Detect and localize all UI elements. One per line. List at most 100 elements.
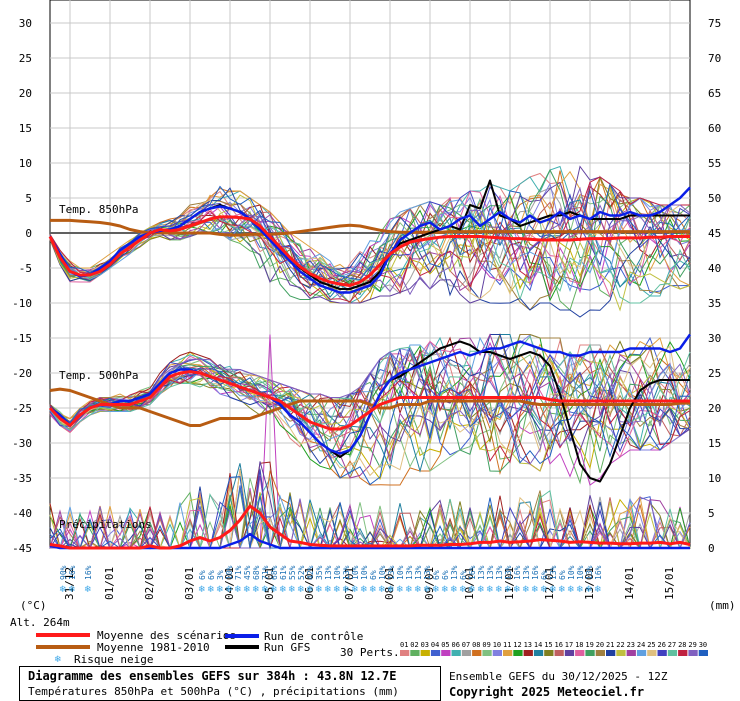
member-swatch [503, 650, 513, 656]
snow-risk-marker: ❄ 10% [576, 565, 585, 595]
snow-risk-marker: ❄ 10% [360, 565, 369, 595]
y-right-tick: 0 [708, 542, 715, 555]
snow-icon: ❄ [432, 585, 440, 595]
snow-pct: 55% [288, 565, 297, 580]
snow-risk-marker: ❄ 13% [414, 565, 423, 595]
snow-risk-marker: ❄ 6% [558, 570, 567, 595]
y-right-tick: 45 [708, 227, 721, 240]
snow-pct: 10% [396, 565, 405, 580]
snow-icon: ❄ [252, 585, 260, 595]
snow-icon: ❄ [531, 585, 539, 595]
snow-icon: ❄ [225, 585, 233, 595]
snow-pct: 6% [558, 570, 567, 580]
snow-icon: ❄ [342, 585, 350, 595]
label-t850: Temp. 850hPa [59, 203, 138, 216]
member-id: 18 [575, 641, 583, 649]
snow-pct: 13% [423, 565, 432, 580]
y-left-tick: 5 [25, 192, 32, 205]
member-swatch [626, 650, 636, 656]
snow-risk-marker: ❄ 16% [468, 565, 477, 595]
member-id: 25 [647, 641, 655, 649]
snow-pct: 52% [297, 565, 306, 580]
snow-risk-marker: ❄ 10% [351, 565, 360, 595]
snow-icon: ❄ [414, 585, 422, 595]
title-box: Diagramme des ensembles GEFS sur 384h : … [19, 666, 441, 701]
member-swatch [667, 650, 678, 656]
member-swatch [461, 650, 472, 656]
snow-risk-marker: ❄ 68% [270, 565, 279, 595]
snow-pct: 6% [198, 570, 207, 580]
snow-pct: 13% [486, 565, 495, 580]
x-date-tick: 09/01 [423, 567, 436, 600]
snow-pct: 68% [270, 565, 279, 580]
y-right-tick: 25 [708, 367, 721, 380]
snow-icon: ❄ [450, 585, 458, 595]
snow-icon: ❄ [378, 585, 386, 595]
snow-risk-marker: ❄ 6% [540, 570, 549, 595]
chart-title: Diagramme des ensembles GEFS sur 384h : … [28, 669, 397, 683]
snow-risk-marker: ❄ 16% [68, 565, 77, 595]
member-swatch [430, 650, 441, 656]
member-id: 26 [658, 641, 666, 649]
member-swatch [400, 650, 410, 656]
y-left-tick: -10 [12, 297, 32, 310]
member-swatch [575, 650, 585, 656]
member-line-26 [49, 185, 691, 287]
snow-risk-marker: ❄ 13% [450, 565, 459, 595]
snow-risk-marker: ❄ 6% [459, 570, 468, 595]
t850-clim-line [50, 218, 690, 237]
member-line-15 [49, 340, 691, 451]
x-date-tick: 03/01 [183, 567, 196, 600]
member-line-30 [49, 182, 691, 281]
y-right-tick: 30 [708, 332, 721, 345]
snow-pct: 10% [225, 565, 234, 580]
snow-icon: ❄ [513, 585, 521, 595]
legend-gfs-label: Run GFS [264, 641, 310, 654]
member-swatch [678, 650, 688, 656]
snow-pct: 42% [306, 565, 315, 580]
snow-risk-marker: ❄ 10% [378, 565, 387, 595]
member-id: 06 [452, 641, 460, 649]
snow-pct: 71% [234, 565, 243, 580]
member-legend: 01 02 03 04 05 06 07 08 09 10 11 12 13 14 15 16 17 18 19 20… [400, 641, 708, 656]
x-date-tick: 07/01 [343, 567, 356, 600]
member-swatch [420, 650, 430, 656]
member-id: 30 [699, 641, 707, 649]
snow-icon: ❄ [522, 585, 530, 595]
member-id: 19 [585, 641, 593, 649]
snow-risk-marker: ❄ 61% [279, 565, 288, 595]
snow-icon: ❄ [387, 585, 395, 595]
y-left-tick: -30 [12, 437, 32, 450]
snow-pct: 35% [315, 565, 324, 580]
snow-risk-marker: ❄ 55% [288, 565, 297, 595]
snow-pct: 71% [261, 565, 270, 580]
member-id: 17 [565, 641, 573, 649]
member-swatch [482, 650, 492, 656]
snow-pct: 16% [594, 565, 603, 580]
snow-icon: ❄ [270, 585, 278, 595]
y-left-tick: 0 [25, 227, 32, 240]
snow-pct: 10% [576, 565, 585, 580]
snow-pct: 16% [84, 565, 93, 580]
snow-pct: 13% [549, 565, 558, 580]
snow-pct: 10% [378, 565, 387, 580]
snow-risk-marker: ❄ 10% [333, 565, 342, 595]
member-swatch [410, 650, 420, 656]
snow-risk-marker: ❄ 35% [315, 565, 324, 595]
member-swatch [564, 650, 575, 656]
snow-pct: 6% [432, 570, 441, 580]
snow-pct: 6% [207, 570, 216, 580]
snow-risk-row: ❄90%❄16%❄16%❄6%❄6%❄3%❄10%❄71%❄45%❄68%❄71… [59, 565, 603, 595]
snow-pct: 90% [59, 565, 68, 580]
member-id: 29 [688, 641, 696, 649]
member-swatch [698, 650, 708, 656]
snow-pct: 16% [513, 565, 522, 580]
snow-risk-marker: ❄ 13% [495, 565, 504, 595]
member-id: 21 [606, 641, 614, 649]
member-swatch [657, 650, 667, 656]
snow-icon: ❄ [459, 585, 467, 595]
x-date-ticks: 31/12 01/01 02/01 03/01 04/01 05/01 06/01 07/01… [63, 567, 676, 600]
snow-icon: ❄ [423, 585, 431, 595]
y-right-tick: 70 [708, 52, 721, 65]
